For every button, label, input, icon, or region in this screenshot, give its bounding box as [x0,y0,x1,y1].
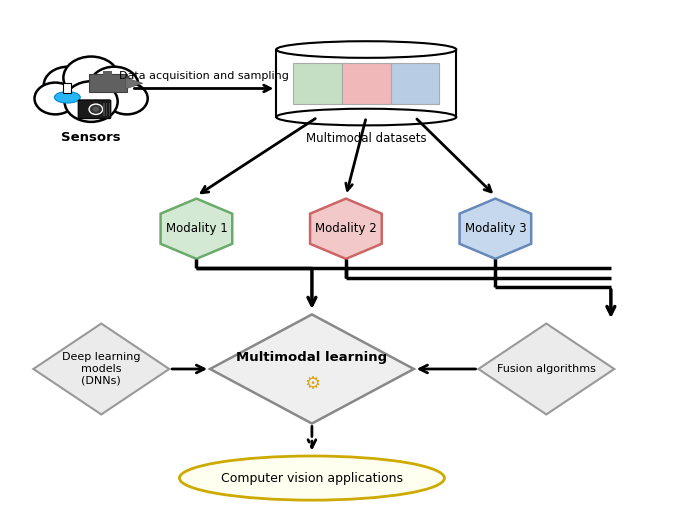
Polygon shape [210,314,414,424]
Polygon shape [44,83,138,105]
FancyBboxPatch shape [103,71,112,76]
Polygon shape [106,102,108,116]
FancyBboxPatch shape [293,63,342,103]
Circle shape [64,57,119,99]
Polygon shape [103,102,105,116]
Polygon shape [310,198,382,259]
Polygon shape [126,78,142,89]
Polygon shape [460,198,531,259]
FancyBboxPatch shape [390,63,439,103]
Text: Data acquisition and sampling: Data acquisition and sampling [119,71,289,81]
Text: Modality 1: Modality 1 [166,222,227,235]
Text: ⚙: ⚙ [304,374,320,393]
Text: Multimodal datasets: Multimodal datasets [306,132,427,144]
Text: Multimodal learning: Multimodal learning [236,351,388,364]
FancyBboxPatch shape [78,100,111,119]
Circle shape [64,81,118,122]
Ellipse shape [179,456,445,500]
Text: Sensors: Sensors [61,131,121,144]
Text: Modality 3: Modality 3 [464,222,526,235]
Circle shape [44,67,92,104]
Text: Computer vision applications: Computer vision applications [221,471,403,485]
FancyBboxPatch shape [342,63,390,103]
Polygon shape [160,198,232,259]
FancyBboxPatch shape [89,75,127,92]
Circle shape [89,104,103,114]
Polygon shape [478,323,614,414]
Ellipse shape [276,109,456,125]
Ellipse shape [54,91,80,103]
FancyBboxPatch shape [63,83,71,93]
Polygon shape [109,102,110,116]
Circle shape [106,82,148,114]
Circle shape [34,82,76,114]
Circle shape [90,67,138,104]
Polygon shape [34,323,169,414]
Text: Modality 2: Modality 2 [315,222,377,235]
Ellipse shape [276,41,456,58]
Text: Deep learning
models
(DNNs): Deep learning models (DNNs) [62,352,140,385]
Circle shape [92,107,99,112]
Text: Fusion algorithms: Fusion algorithms [497,364,596,374]
FancyBboxPatch shape [276,49,456,117]
